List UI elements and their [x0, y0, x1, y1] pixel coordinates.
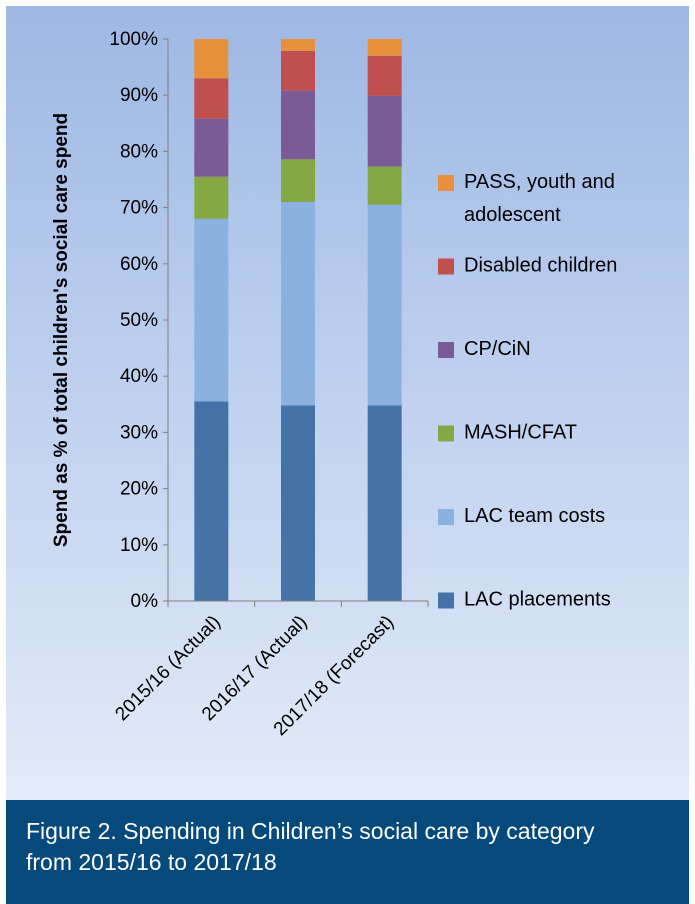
bar-segment-6-category-3: [367, 39, 402, 56]
legend-label: PASS, youth and: [464, 171, 615, 193]
legend-swatch: [438, 342, 454, 358]
legend-swatch: [438, 425, 454, 442]
bar-segment-5-category-3: [367, 55, 402, 96]
y-tick-label: 10%: [120, 535, 158, 556]
y-tick-label: 40%: [120, 366, 158, 387]
bar-segment-2-category-2: [281, 201, 315, 406]
legend-label: LAC team costs: [464, 505, 605, 527]
y-tick-label: 0%: [131, 591, 159, 612]
bar-segment-5-category-2: [281, 50, 315, 91]
y-axis-label: Spend as % of total children's social ca…: [51, 113, 72, 547]
bar-segment-6-category-1: [194, 39, 229, 79]
legend-label: LAC placements: [464, 589, 611, 611]
bar-segment-2-category-1: [194, 218, 229, 402]
bar-segment-1-category-1: [194, 401, 229, 601]
legend-item: CP/CiN: [438, 338, 531, 360]
legend-item: PASS, youth and adolescent: [438, 171, 615, 226]
y-tick-label: 20%: [120, 479, 158, 500]
bar-segment-2-category-3: [367, 204, 402, 406]
bar-segment-4-category-2: [281, 90, 315, 160]
legend-label: MASH/CFAT: [464, 422, 577, 444]
bar-segment-3-category-1: [194, 176, 229, 219]
y-axis: 0% 10% 20% 30% 40% 50% 60% 70% 80% 90% 100%: [109, 29, 169, 612]
legend-label: adolescent: [464, 204, 561, 226]
legend-label: CP/CiN: [464, 338, 531, 360]
bar-segment-5-category-1: [194, 78, 229, 119]
legend-item: MASH/CFAT: [438, 422, 577, 444]
y-tick-label: 70%: [120, 198, 158, 219]
bar-segment-4-category-3: [367, 95, 402, 167]
y-tick-label: 50%: [120, 310, 158, 331]
bar-segment-1-category-3: [367, 405, 402, 601]
legend-swatch: [438, 175, 454, 191]
y-tick-label: 100%: [109, 29, 158, 50]
legend: PASS, youth and adolescent Disabled childr…: [438, 171, 617, 611]
legend-swatch: [438, 258, 454, 275]
figure-caption: Figure 2. Spending in Children’s social …: [26, 818, 595, 875]
bar-segment-3-category-2: [281, 159, 315, 202]
plot-area: [194, 39, 402, 601]
legend-swatch: [438, 592, 454, 609]
caption-panel: Figure 2. Spending in Children’s social …: [6, 800, 689, 904]
chart-panel: 0% 10% 20% 30% 40% 50% 60% 70% 80% 90% 100% 2015/1…: [6, 6, 689, 800]
bar-segment-6-category-2: [281, 39, 315, 51]
legend-item: LAC placements: [438, 589, 611, 611]
y-tick-label: 30%: [120, 422, 158, 443]
bar-segment-1-category-2: [281, 405, 315, 601]
legend-item: LAC team costs: [438, 505, 605, 527]
legend-item: Disabled children: [438, 255, 617, 277]
bar-segment-3-category-3: [367, 166, 402, 205]
stacked-bar-chart: 0% 10% 20% 30% 40% 50% 60% 70% 80% 90% 100% 2015/1…: [51, 29, 617, 740]
y-tick-label: 80%: [120, 141, 158, 162]
bar-segment-4-category-1: [194, 118, 229, 177]
y-tick-label: 90%: [120, 85, 158, 106]
legend-label: Disabled children: [464, 255, 617, 277]
y-tick-label: 60%: [120, 254, 158, 275]
legend-swatch: [438, 509, 454, 525]
x-axis: 2015/16 (Actual)2016/17 (Actual)2017/18 …: [111, 600, 429, 740]
